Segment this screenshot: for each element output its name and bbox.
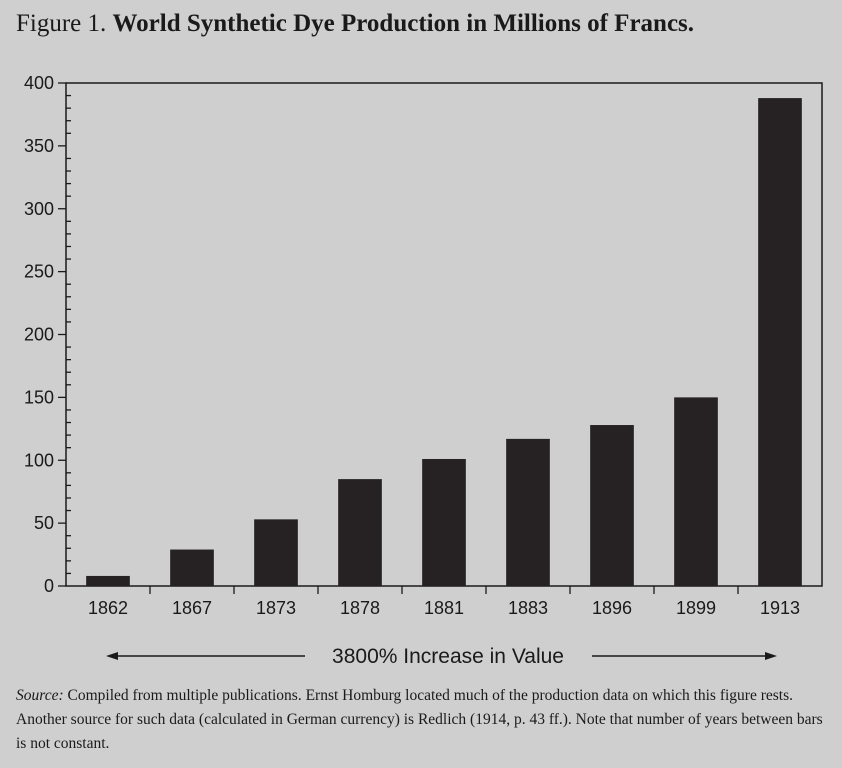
bar-1896 [590, 425, 634, 586]
chart-bars [86, 98, 802, 586]
source-note: Source: Compiled from multiple publicati… [16, 684, 828, 756]
source-text: Compiled from multiple publications. Ern… [16, 687, 823, 752]
y-tick-label: 300 [24, 199, 54, 219]
bar-1862 [86, 575, 130, 586]
y-tick-label: 200 [24, 325, 54, 345]
bar-1913 [758, 98, 802, 586]
x-tick-label-1883: 1883 [508, 598, 548, 618]
bar-1883 [506, 438, 550, 586]
y-tick-label: 50 [34, 513, 54, 533]
increase-label: 3800% Increase in Value [332, 645, 564, 668]
bar-1899 [674, 397, 718, 586]
x-tick-label-1899: 1899 [676, 598, 716, 618]
source-label: Source: [16, 687, 64, 704]
figure-label: Figure 1. [16, 10, 107, 37]
x-tick-label-1873: 1873 [256, 598, 296, 618]
right-arrowhead-icon [765, 652, 777, 660]
increase-annotation: 3800% Increase in Value [106, 645, 777, 668]
x-tick-label-1878: 1878 [340, 598, 380, 618]
y-tick-label: 150 [24, 387, 54, 407]
x-tick-label-1881: 1881 [424, 598, 464, 618]
figure-title-text: World Synthetic Dye Production in Millio… [112, 10, 695, 37]
x-tick-label-1913: 1913 [760, 598, 800, 618]
x-tick-label-1896: 1896 [592, 598, 632, 618]
left-arrowhead-icon [106, 652, 118, 660]
bar-1873 [254, 519, 298, 586]
y-tick-label: 250 [24, 262, 54, 282]
y-tick-label: 100 [24, 450, 54, 470]
bar-1867 [170, 549, 214, 586]
bar-1881 [422, 458, 466, 586]
y-axis-ticks: 0 50 100 150 200 250 300 350 400 [24, 73, 71, 596]
y-tick-label: 350 [24, 136, 54, 156]
bar-1878 [338, 479, 382, 586]
y-tick-label: 0 [44, 576, 54, 596]
y-tick-label: 400 [24, 73, 54, 93]
x-tick-label-1862: 1862 [88, 598, 128, 618]
bar-chart: 0 50 100 150 200 250 300 350 400 1862 1867 1873 187… [24, 73, 823, 668]
x-axis-ticks: 1862 1867 1873 1878 1881 1883 1896 1899 1913 [88, 586, 800, 618]
x-tick-label-1867: 1867 [172, 598, 212, 618]
figure-title: Figure 1. World Synthetic Dye Production… [16, 10, 694, 38]
